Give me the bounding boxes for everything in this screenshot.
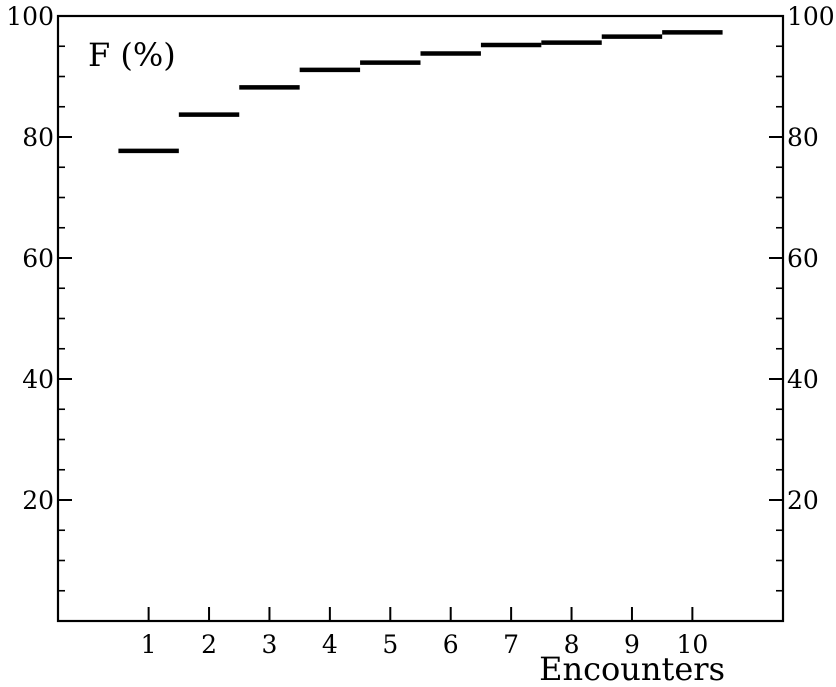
y-tick-label-left: 100 — [6, 2, 54, 31]
y-axis-left-labels: 20 40 60 80 100 — [6, 2, 54, 515]
x-tick-label: 10 — [676, 630, 708, 659]
x-tick-label: 3 — [262, 630, 278, 659]
y-tick-label-right: 40 — [787, 365, 819, 394]
x-tick-label: 1 — [141, 630, 157, 659]
major-ticks — [58, 15, 783, 621]
y-axis-label: F (%) — [88, 36, 176, 74]
y-axis-right-labels: 20 40 60 80 100 — [787, 2, 835, 515]
x-tick-label: 5 — [382, 630, 398, 659]
minor-ticks — [58, 45, 783, 592]
y-tick-label-left: 40 — [22, 365, 54, 394]
y-tick-label-right: 60 — [787, 244, 819, 273]
y-tick-label-right: 20 — [787, 486, 819, 515]
y-tick-label-right: 100 — [787, 2, 835, 31]
data-steps — [118, 30, 723, 154]
plot-frame — [56, 14, 785, 623]
y-tick-label-right: 80 — [787, 123, 819, 152]
x-axis-labels: 1 2 3 4 5 6 7 8 9 10 — [141, 630, 709, 659]
x-tick-label: 6 — [443, 630, 459, 659]
x-tick-label: 9 — [624, 630, 640, 659]
x-tick-label: 2 — [201, 630, 217, 659]
y-tick-label-left: 60 — [22, 244, 54, 273]
x-tick-label: 8 — [564, 630, 580, 659]
y-tick-label-left: 80 — [22, 123, 54, 152]
x-tick-label: 4 — [322, 630, 338, 659]
y-tick-label-left: 20 — [22, 486, 54, 515]
x-axis-label: Encounters — [539, 650, 725, 687]
x-tick-label: 7 — [503, 630, 519, 659]
